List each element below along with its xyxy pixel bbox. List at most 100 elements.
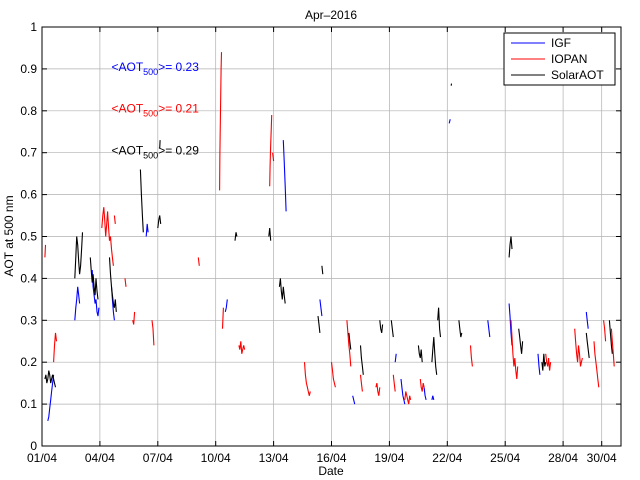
y-tick-label: 0.9 bbox=[20, 62, 37, 76]
data-segment bbox=[585, 332, 590, 359]
data-segment bbox=[89, 257, 99, 300]
data-segment bbox=[278, 278, 286, 304]
annotations: <AOT500>= 0.23 <AOT500>= 0.21 <AOT500>= 0.… bbox=[111, 60, 199, 161]
x-tick-label: 07/04 bbox=[143, 451, 173, 465]
series-solaraot bbox=[44, 83, 613, 388]
data-segment bbox=[53, 332, 58, 363]
data-segment bbox=[437, 307, 442, 338]
data-segment bbox=[101, 207, 114, 266]
data-segment bbox=[303, 362, 311, 396]
x-tick-label: 04/04 bbox=[85, 451, 115, 465]
data-segment bbox=[431, 337, 438, 375]
data-segment bbox=[74, 286, 81, 321]
y-tick-label: 0.3 bbox=[20, 313, 37, 327]
mean-aot-annotation: <AOT500>= 0.23 bbox=[111, 60, 199, 77]
data-segment bbox=[593, 341, 600, 388]
series-igf bbox=[47, 119, 589, 422]
data-segment bbox=[585, 311, 589, 329]
data-segment bbox=[352, 395, 356, 405]
data-segment bbox=[487, 320, 491, 338]
y-tick-label: 0.2 bbox=[20, 355, 37, 369]
y-tick-label: 0.7 bbox=[20, 146, 37, 160]
y-tick-label: 1 bbox=[30, 20, 37, 34]
data-segment bbox=[419, 378, 425, 392]
data-segment bbox=[319, 299, 323, 317]
data-segment bbox=[603, 320, 607, 342]
data-segment bbox=[108, 257, 117, 312]
data-segment bbox=[238, 341, 246, 354]
data-segment bbox=[317, 316, 321, 333]
data-segment bbox=[574, 328, 583, 367]
data-segment bbox=[417, 345, 423, 363]
data-segment bbox=[431, 395, 435, 401]
series-layer bbox=[44, 52, 615, 422]
data-segment bbox=[545, 353, 552, 371]
data-segment bbox=[508, 236, 513, 258]
x-tick-label: 30/04 bbox=[587, 451, 617, 465]
y-tick-label: 0.1 bbox=[20, 397, 37, 411]
data-segment bbox=[221, 307, 224, 329]
x-tick-label: 19/04 bbox=[374, 451, 404, 465]
x-tick-label: 01/04 bbox=[27, 451, 57, 465]
data-segment bbox=[375, 382, 381, 396]
data-segment bbox=[219, 52, 223, 191]
data-segment bbox=[423, 387, 427, 401]
data-segment bbox=[518, 328, 524, 354]
data-segment bbox=[124, 278, 127, 287]
data-segment bbox=[47, 374, 55, 422]
data-segment bbox=[272, 152, 275, 162]
data-segment bbox=[268, 228, 272, 241]
legend: IGF IOPAN SolarAOT bbox=[503, 32, 616, 86]
data-segment bbox=[234, 232, 238, 241]
data-segment bbox=[541, 353, 547, 371]
mean-aot-annotation: <AOT500>= 0.21 bbox=[111, 102, 199, 119]
x-tick-label: 13/04 bbox=[259, 451, 289, 465]
legend-label-igf: IGF bbox=[551, 36, 571, 50]
data-segment bbox=[379, 320, 384, 334]
data-segment bbox=[224, 299, 228, 313]
y-tick-label: 0.5 bbox=[20, 230, 37, 244]
legend-label-iopan: IOPAN bbox=[551, 52, 587, 66]
data-segment bbox=[44, 244, 47, 258]
x-tick-label: 16/04 bbox=[316, 451, 346, 465]
data-segment bbox=[346, 320, 352, 367]
data-segment bbox=[508, 303, 513, 346]
legend-label-solaraot: SolarAOT bbox=[551, 68, 604, 82]
data-segment bbox=[269, 114, 273, 187]
x-tick-label: 28/04 bbox=[548, 451, 578, 465]
data-segment bbox=[151, 320, 155, 346]
data-segment bbox=[458, 320, 463, 338]
y-tick-label: 0 bbox=[30, 439, 37, 453]
data-segment bbox=[608, 320, 613, 354]
data-segment bbox=[44, 370, 57, 388]
data-segment bbox=[359, 345, 364, 375]
y-tick-label: 0.8 bbox=[20, 104, 37, 118]
x-tick-label: 22/04 bbox=[432, 451, 462, 465]
data-segment bbox=[145, 223, 149, 237]
data-segment bbox=[132, 311, 136, 325]
data-segment bbox=[390, 320, 394, 338]
data-segment bbox=[74, 232, 84, 279]
y-tick-label: 0.6 bbox=[20, 188, 37, 202]
x-tick-label: 10/04 bbox=[201, 451, 231, 465]
axis-ticks: 01/04 04/04 07/04 10/04 13/04 16/04 19/04 22/04… bbox=[20, 20, 621, 465]
data-segment bbox=[610, 328, 615, 367]
data-segment bbox=[330, 362, 336, 388]
data-segment bbox=[113, 215, 116, 224]
data-segment bbox=[197, 257, 200, 266]
data-segment bbox=[282, 140, 287, 212]
data-segment bbox=[157, 215, 162, 229]
data-segment bbox=[400, 378, 406, 405]
x-axis-label: Date bbox=[318, 464, 344, 478]
data-segment bbox=[91, 269, 100, 317]
y-tick-label: 0.4 bbox=[20, 271, 37, 285]
data-segment bbox=[392, 374, 396, 392]
chart-title: Apr–2016 bbox=[305, 8, 357, 22]
data-segment bbox=[348, 332, 352, 350]
data-segment bbox=[510, 320, 519, 380]
data-segment bbox=[394, 353, 397, 363]
data-segment bbox=[359, 374, 363, 392]
data-segment bbox=[139, 169, 144, 233]
y-axis-label: AOT at 500 nm bbox=[2, 195, 16, 276]
